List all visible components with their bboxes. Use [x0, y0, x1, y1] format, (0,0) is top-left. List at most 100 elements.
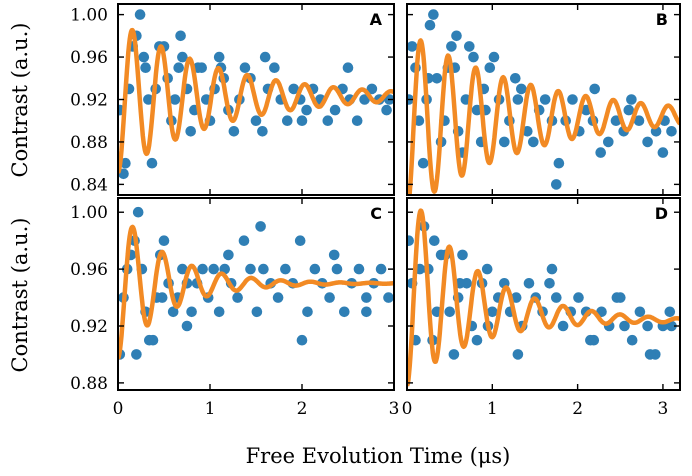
panel-frame-c	[117, 197, 395, 391]
data-point	[666, 320, 677, 332]
data-point	[487, 306, 498, 318]
data-point	[429, 235, 440, 246]
data-point	[528, 136, 539, 148]
data-point	[146, 157, 158, 169]
data-point	[381, 104, 392, 116]
y-tick-label: 0.84	[70, 175, 108, 195]
data-point	[196, 62, 207, 73]
data-point	[642, 136, 653, 148]
data-point	[351, 115, 363, 126]
data-point	[431, 73, 443, 84]
data-point	[186, 306, 197, 318]
data-point	[296, 115, 308, 126]
data-point	[250, 115, 262, 126]
data-point	[302, 306, 313, 318]
x-tick-label: 3	[658, 399, 669, 419]
data-point	[471, 334, 483, 346]
y-axis-title-bottom: Contrast (a.u.)	[8, 218, 32, 373]
plot-area-a	[118, 9, 394, 180]
data-point	[213, 306, 225, 318]
data-point	[424, 19, 436, 31]
data-point	[342, 62, 354, 73]
data-point	[451, 30, 462, 42]
plot-area-d	[407, 208, 680, 387]
data-point	[551, 292, 562, 303]
data-point	[309, 263, 321, 275]
fit-curve	[118, 224, 394, 360]
data-point	[512, 94, 524, 105]
plot-area-b	[407, 9, 680, 195]
data-point	[644, 349, 656, 360]
data-point	[615, 292, 626, 303]
data-point	[177, 51, 188, 63]
x-tick-label: 2	[572, 399, 583, 419]
data-point	[623, 104, 635, 116]
data-point	[553, 157, 565, 169]
data-point	[366, 83, 378, 95]
data-point	[329, 104, 341, 116]
data-point	[375, 263, 387, 275]
data-point	[407, 41, 418, 52]
data-point	[567, 94, 578, 105]
panel-c: 0.88 0.92 0.96 1.00 0 1 2 3 C	[70, 197, 400, 419]
data-point	[138, 51, 150, 63]
data-point	[383, 292, 394, 303]
data-point	[175, 30, 186, 42]
data-point	[407, 235, 414, 246]
panel-b: B	[406, 3, 681, 196]
data-point	[258, 263, 269, 275]
data-point	[301, 104, 312, 116]
data-point	[132, 206, 144, 218]
data-point	[353, 263, 365, 275]
data-point	[512, 349, 524, 360]
y-tick-label: 0.88	[70, 133, 108, 153]
data-point	[181, 320, 193, 332]
data-point	[232, 292, 243, 303]
data-point	[339, 306, 350, 318]
data-point	[169, 94, 181, 105]
data-point	[156, 292, 168, 303]
fit-curve	[407, 38, 680, 195]
data-point	[361, 292, 372, 303]
y-tick-label: 0.96	[70, 260, 108, 280]
data-point	[546, 263, 558, 275]
data-point	[239, 62, 251, 73]
data-point	[134, 9, 146, 20]
data-point	[484, 62, 496, 73]
data-point	[208, 263, 219, 275]
data-point	[448, 349, 460, 360]
data-point	[634, 306, 646, 318]
data-point	[510, 292, 522, 303]
data-point	[331, 263, 343, 275]
data-point	[626, 94, 637, 105]
data-point	[457, 249, 468, 261]
data-point	[131, 349, 142, 360]
panel-label-a: A	[370, 10, 383, 29]
data-point	[664, 306, 676, 318]
fit-curve	[407, 208, 680, 387]
data-point	[544, 278, 555, 289]
x-tick-label: 2	[297, 399, 308, 419]
data-point	[143, 94, 154, 105]
data-point	[417, 157, 429, 169]
data-point	[488, 51, 500, 63]
fit-curve	[118, 27, 394, 174]
data-point	[282, 115, 293, 126]
data-point	[626, 334, 638, 346]
data-point	[147, 334, 159, 346]
data-point	[158, 235, 170, 246]
data-point	[185, 126, 196, 137]
data-point	[510, 73, 521, 84]
data-point	[120, 157, 131, 169]
data-point	[446, 41, 457, 52]
data-point	[288, 83, 300, 95]
data-point	[238, 235, 250, 246]
data-point	[223, 249, 234, 261]
data-point	[481, 263, 493, 275]
x-tick-label: 0	[113, 399, 124, 419]
data-point	[516, 83, 527, 95]
x-tick-label: 3	[389, 399, 400, 419]
data-point	[328, 249, 340, 261]
x-tick-label: 1	[487, 399, 498, 419]
